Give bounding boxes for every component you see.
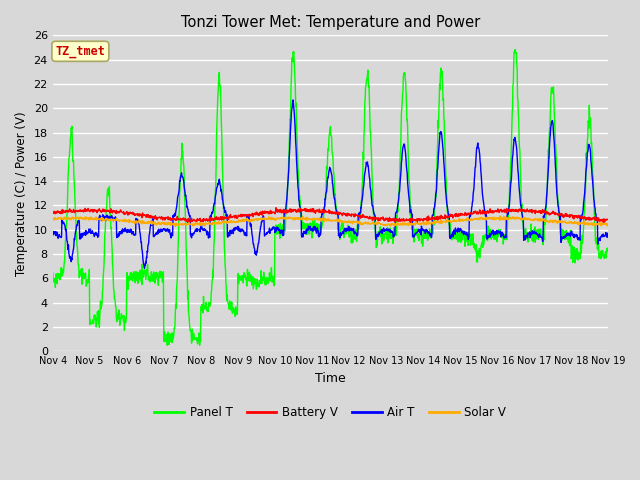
Panel T bbox=[163, 342, 171, 348]
Air T bbox=[539, 239, 547, 244]
X-axis label: Time: Time bbox=[315, 372, 346, 385]
Panel T bbox=[159, 279, 166, 285]
Air T bbox=[235, 225, 243, 230]
Panel T bbox=[539, 232, 547, 238]
Line: Panel T: Panel T bbox=[52, 49, 608, 345]
Legend: Panel T, Battery V, Air T, Solar V: Panel T, Battery V, Air T, Solar V bbox=[149, 401, 511, 424]
Solar V bbox=[417, 221, 424, 227]
Air T bbox=[173, 205, 180, 211]
Text: TZ_tmet: TZ_tmet bbox=[56, 45, 106, 58]
Battery V bbox=[272, 205, 280, 211]
Solar V bbox=[159, 219, 166, 225]
Battery V bbox=[417, 216, 425, 222]
Air T bbox=[141, 265, 148, 271]
Air T bbox=[604, 234, 612, 240]
Solar V bbox=[172, 224, 179, 229]
Solar V bbox=[49, 216, 56, 222]
Battery V bbox=[172, 216, 180, 222]
Battery V bbox=[539, 207, 547, 213]
Air T bbox=[49, 229, 56, 235]
Line: Battery V: Battery V bbox=[52, 208, 608, 223]
Solar V bbox=[604, 221, 612, 227]
Panel T bbox=[511, 47, 519, 52]
Air T bbox=[490, 232, 497, 238]
Solar V bbox=[173, 221, 180, 227]
Solar V bbox=[496, 213, 504, 219]
Panel T bbox=[235, 281, 243, 287]
Air T bbox=[417, 232, 425, 238]
Solar V bbox=[490, 216, 497, 222]
Battery V bbox=[490, 208, 497, 214]
Battery V bbox=[604, 216, 612, 222]
Panel T bbox=[490, 229, 497, 235]
Solar V bbox=[235, 217, 243, 223]
Line: Solar V: Solar V bbox=[52, 216, 608, 227]
Panel T bbox=[49, 269, 56, 275]
Air T bbox=[289, 97, 297, 103]
Battery V bbox=[413, 220, 421, 226]
Y-axis label: Temperature (C) / Power (V): Temperature (C) / Power (V) bbox=[15, 111, 28, 276]
Title: Tonzi Tower Met: Temperature and Power: Tonzi Tower Met: Temperature and Power bbox=[180, 15, 480, 30]
Battery V bbox=[234, 212, 242, 218]
Line: Air T: Air T bbox=[52, 100, 608, 268]
Panel T bbox=[417, 231, 424, 237]
Battery V bbox=[159, 217, 166, 223]
Solar V bbox=[539, 218, 547, 224]
Battery V bbox=[49, 209, 56, 215]
Panel T bbox=[173, 287, 180, 292]
Panel T bbox=[604, 247, 612, 252]
Air T bbox=[159, 227, 167, 233]
